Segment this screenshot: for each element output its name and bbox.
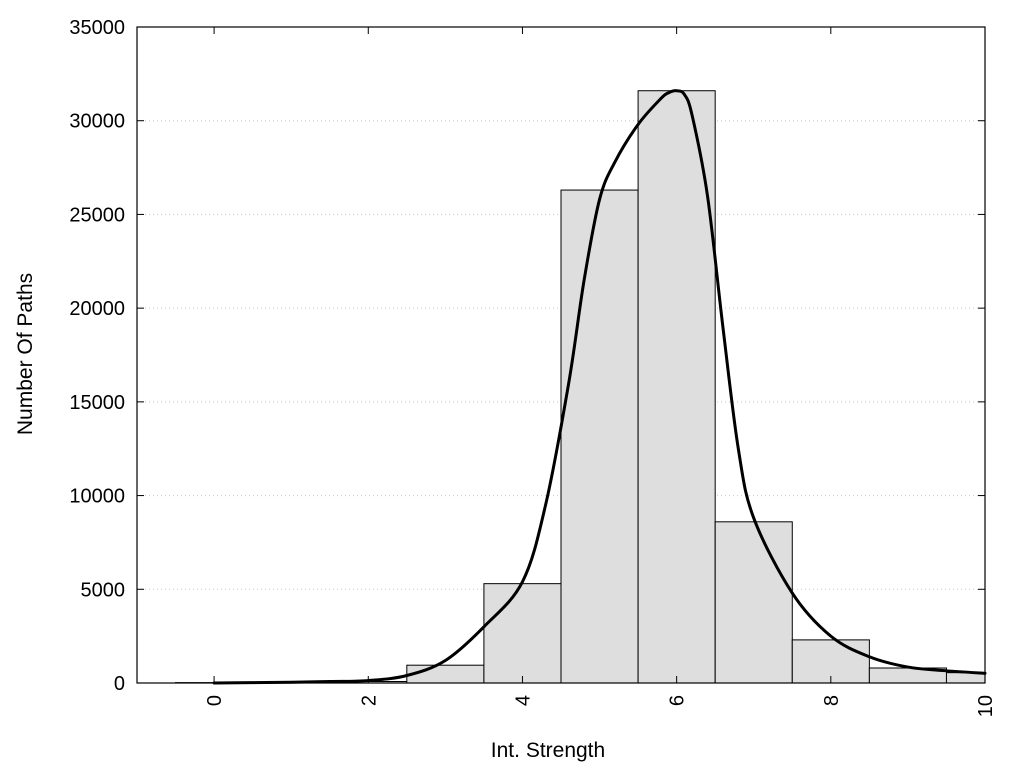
fit-curve-group xyxy=(212,89,987,685)
x-axis-title: Int. Strength xyxy=(491,739,605,762)
y-tick-label: 0 xyxy=(114,673,125,695)
y-tick-label: 20000 xyxy=(69,298,125,320)
x-tick-labels: 0 2 4 6 8 10 xyxy=(204,695,997,717)
y-tick-label: 15000 xyxy=(69,392,125,414)
x-tick-label: 6 xyxy=(667,695,689,706)
x-tick-label: 0 xyxy=(204,695,226,706)
x-tick-label: 10 xyxy=(975,695,997,717)
histogram-bar xyxy=(560,189,639,684)
y-tick-labels: 0 5000 10000 15000 20000 25000 30000 35000 xyxy=(69,17,125,695)
x-tick-label: 4 xyxy=(512,695,534,706)
y-tick-label: 5000 xyxy=(81,579,126,601)
y-tick-label: 10000 xyxy=(69,486,125,508)
y-tick-label: 25000 xyxy=(69,204,125,226)
histogram-bar xyxy=(714,521,793,684)
plot-frame xyxy=(136,26,986,684)
histogram-bar xyxy=(406,664,485,684)
histogram-bars xyxy=(175,90,986,684)
x-tick-label: 8 xyxy=(821,695,843,706)
histogram-bar xyxy=(483,583,562,684)
x-tick-label: 2 xyxy=(358,695,380,706)
y-tick-label: 35000 xyxy=(69,17,125,39)
y-tick-label: 30000 xyxy=(69,111,125,133)
y-axis-title: Number Of Paths xyxy=(14,273,37,435)
histogram-bar xyxy=(791,639,870,684)
fit-curve xyxy=(212,89,987,685)
